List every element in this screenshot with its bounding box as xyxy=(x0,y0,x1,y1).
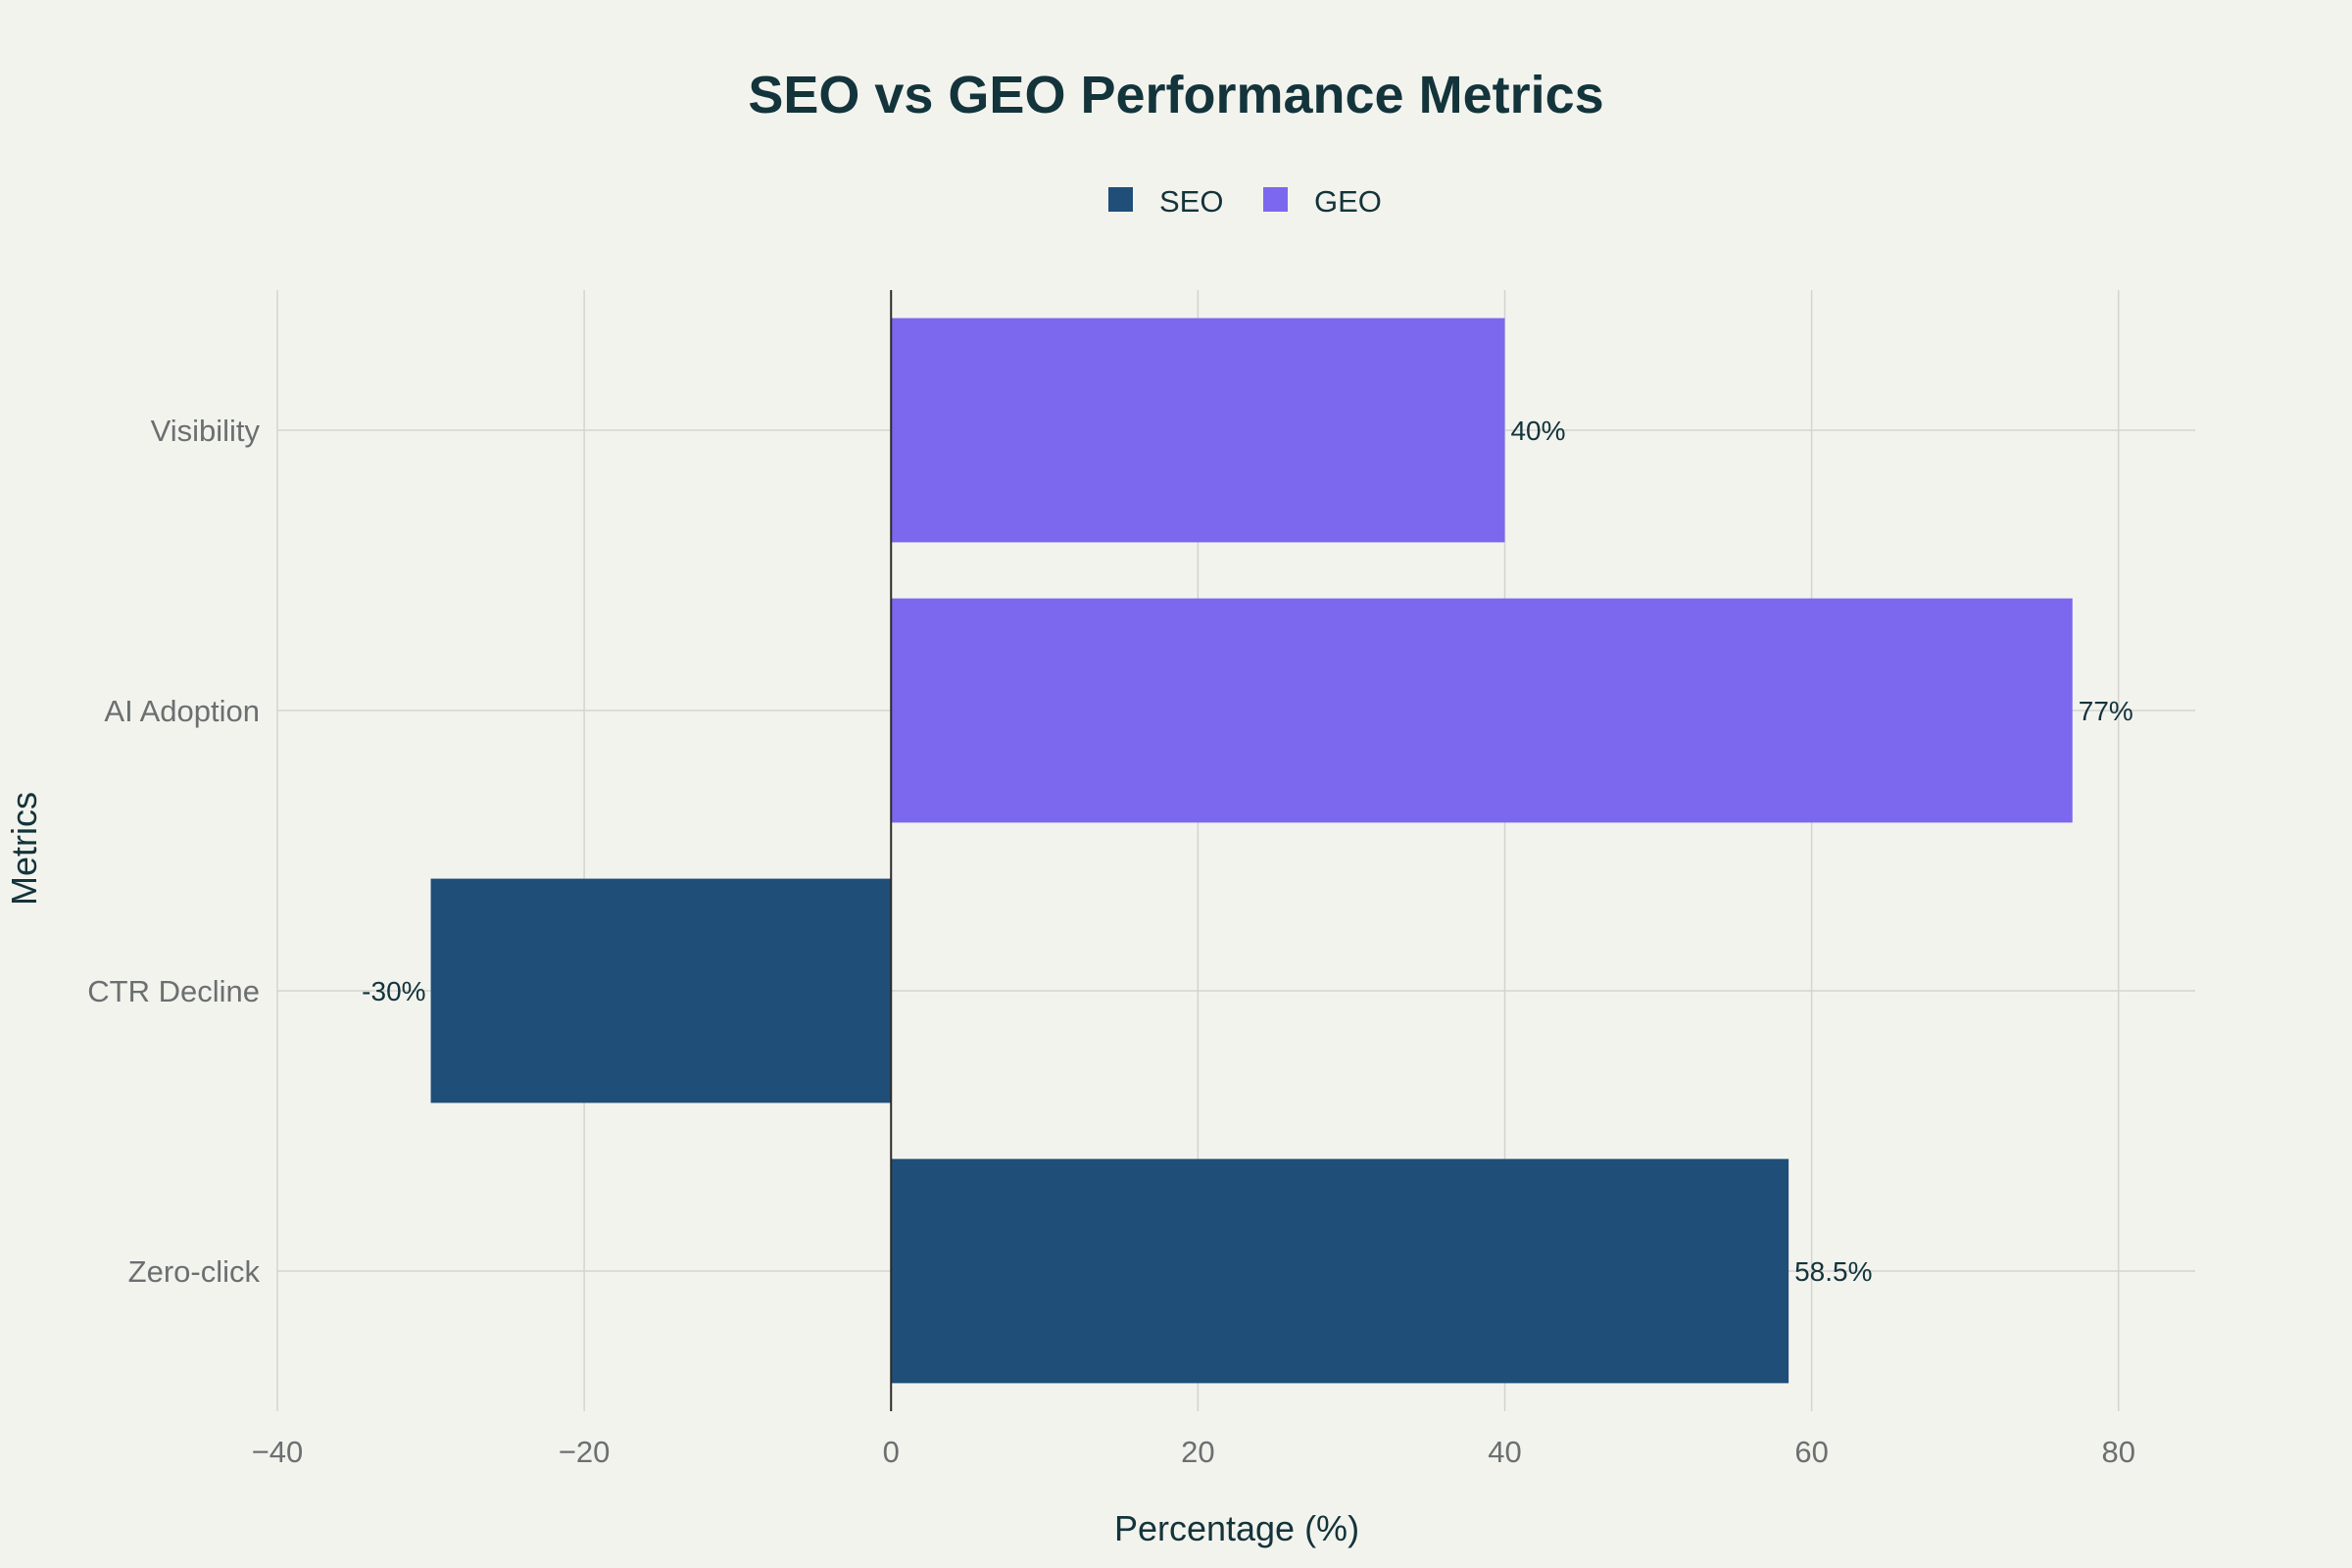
x-tick-label-4: 40 xyxy=(1488,1435,1521,1469)
x-tick-label-6: 80 xyxy=(2101,1435,2134,1469)
y-axis-title: Metrics xyxy=(4,792,44,906)
data-label-zero-click: 58.5% xyxy=(1794,1256,1872,1287)
data-label-ai-adoption: 77% xyxy=(2079,696,2133,726)
category-label-0: Visibility xyxy=(151,414,261,448)
category-labels: Visibility AI Adoption CTR Decline Zero-cli… xyxy=(87,414,260,1289)
x-tick-labels: −40 −20 0 20 40 60 80 xyxy=(252,1435,2135,1469)
x-axis-title: Percentage (%) xyxy=(1114,1508,1359,1548)
legend-label-geo: GEO xyxy=(1314,184,1382,219)
chart-title: SEO vs GEO Performance Metrics xyxy=(748,66,1603,124)
x-tick-label-3: 20 xyxy=(1181,1435,1214,1469)
legend-swatch-geo xyxy=(1263,187,1288,212)
x-tick-label-0: −40 xyxy=(252,1435,304,1469)
data-label-ctr-decline: -30% xyxy=(362,976,425,1006)
bar-geo-visibility xyxy=(891,318,1505,543)
legend-swatch-seo xyxy=(1108,187,1133,212)
data-label-visibility: 40% xyxy=(1510,416,1565,446)
category-label-3: Zero-click xyxy=(128,1254,261,1289)
x-tick-label-2: 0 xyxy=(883,1435,900,1469)
bar-seo-zero-click xyxy=(891,1158,1789,1384)
data-labels: -30% 58.5% 40% 77% xyxy=(362,416,2133,1287)
x-tick-label-1: −20 xyxy=(559,1435,611,1469)
legend: SEO GEO xyxy=(1108,184,1382,219)
bar-geo-ai-adoption xyxy=(891,598,2073,823)
bar-seo-ctr-decline xyxy=(430,878,892,1103)
category-label-1: AI Adoption xyxy=(104,694,260,728)
x-tick-label-5: 60 xyxy=(1794,1435,1828,1469)
category-label-2: CTR Decline xyxy=(87,974,260,1008)
legend-label-seo: SEO xyxy=(1159,184,1223,219)
bars xyxy=(430,318,2073,1384)
